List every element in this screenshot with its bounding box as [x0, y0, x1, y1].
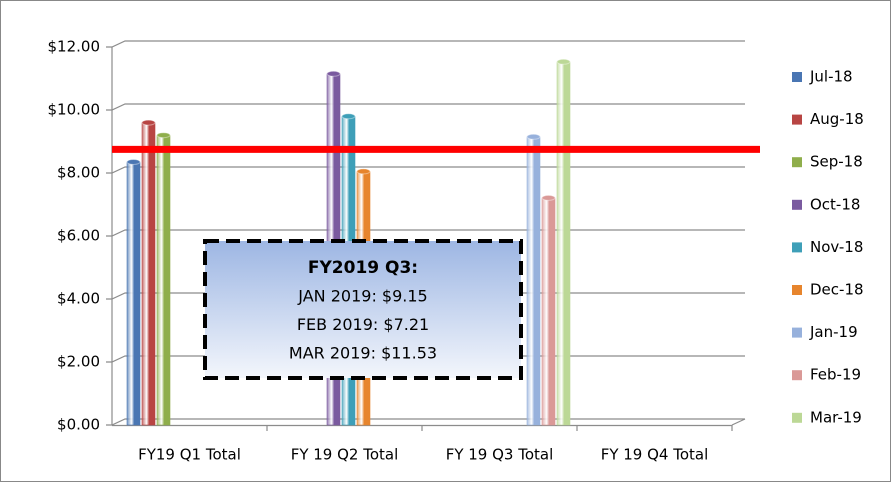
bar: [541, 197, 556, 426]
bar-top: [141, 119, 156, 126]
bar-top: [556, 58, 571, 65]
legend-label: Nov-18: [810, 238, 863, 256]
y-tick-label: $2.00: [57, 353, 100, 371]
legend-label: Feb-19: [810, 366, 861, 384]
legend-swatch: [792, 370, 802, 381]
bar: [126, 161, 141, 426]
x-tick-label: FY 19 Q3 Total: [446, 446, 554, 464]
y-tick-label: $6.00: [57, 227, 100, 245]
y-tick-label: $4.00: [57, 290, 100, 308]
bar-top: [541, 194, 556, 201]
grid-line: [106, 40, 745, 48]
legend-label: Dec-18: [810, 281, 864, 299]
bar-top: [326, 70, 341, 77]
y-tick-label: $12.00: [48, 38, 101, 56]
floor-edge: [731, 418, 746, 426]
annotation-line: FEB 2019: $7.21: [297, 315, 429, 334]
bar: [526, 136, 541, 426]
bar: [156, 134, 171, 426]
bar-top: [126, 158, 141, 165]
bar: [141, 122, 156, 426]
x-tick-label: FY 19 Q4 Total: [601, 446, 709, 464]
bar-top: [156, 132, 171, 139]
legend-label: Aug-18: [810, 110, 864, 128]
legend-swatch: [792, 157, 802, 168]
legend-label: Mar-19: [810, 408, 862, 426]
grid-line: [106, 418, 745, 426]
legend-swatch: [792, 114, 802, 125]
legend-swatch: [792, 327, 802, 338]
annotation-line: MAR 2019: $11.53: [289, 344, 437, 363]
x-tick-label: FY 19 Q2 Total: [291, 446, 399, 464]
legend-swatch: [792, 412, 802, 423]
legend-swatch: [792, 199, 802, 210]
annotation-line: JAN 2019: $9.15: [297, 287, 427, 306]
legend-label: Jan-19: [809, 323, 858, 341]
grid-line: [106, 166, 745, 174]
grid-line: [106, 103, 745, 111]
legend-swatch: [792, 285, 802, 295]
annotation-box: [203, 239, 523, 380]
bar-top: [526, 133, 541, 140]
grid-line: [106, 229, 745, 237]
bar: [556, 61, 571, 426]
bar-top: [356, 168, 371, 175]
legend-label: Jul-18: [809, 68, 853, 86]
legend-label: Sep-18: [810, 153, 863, 171]
legend-label: Oct-18: [810, 195, 860, 213]
y-tick-label: $8.00: [57, 164, 100, 182]
bar-top: [341, 113, 356, 120]
x-tick-label: FY19 Q1 Total: [138, 446, 241, 464]
legend-swatch: [792, 242, 802, 253]
y-tick-label: $10.00: [48, 101, 101, 119]
legend-swatch: [792, 72, 802, 82]
annotation-title: FY2019 Q3:: [308, 258, 418, 278]
y-tick-label: $0.00: [57, 416, 100, 434]
